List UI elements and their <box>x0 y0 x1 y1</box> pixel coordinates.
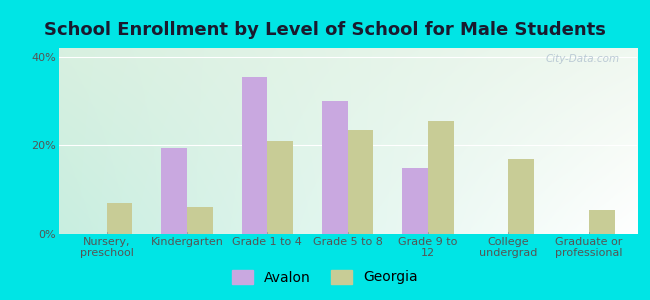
Text: City-Data.com: City-Data.com <box>545 54 619 64</box>
Bar <box>402 168 428 234</box>
Bar <box>508 159 534 234</box>
Legend: Avalon, Georgia: Avalon, Georgia <box>226 264 424 290</box>
Bar <box>348 130 374 234</box>
Bar <box>589 210 614 234</box>
Bar <box>267 141 293 234</box>
Bar <box>428 121 454 234</box>
Bar <box>187 207 213 234</box>
Bar <box>242 77 267 234</box>
Bar <box>161 148 187 234</box>
Bar <box>107 203 133 234</box>
Text: School Enrollment by Level of School for Male Students: School Enrollment by Level of School for… <box>44 21 606 39</box>
Bar <box>322 101 348 234</box>
